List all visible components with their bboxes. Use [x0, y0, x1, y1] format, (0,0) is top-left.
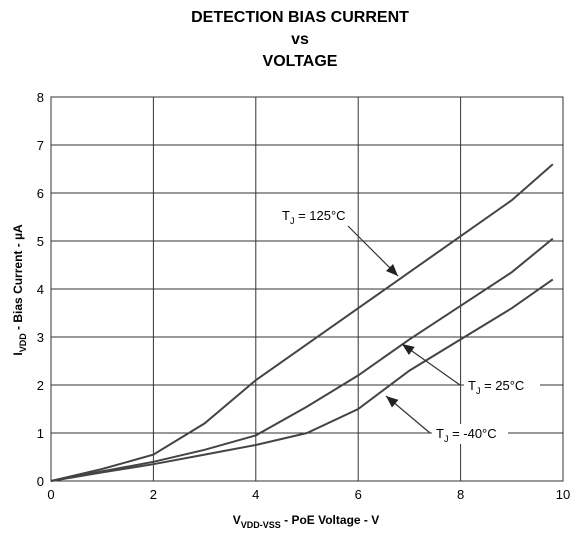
x-tick-label: 2	[150, 487, 157, 502]
y-tick-label: 3	[37, 330, 44, 345]
data-line	[50, 237, 554, 482]
y-tick-label: 2	[37, 378, 44, 393]
annotation-sub: J	[444, 434, 449, 444]
y-tick-label: 6	[37, 186, 44, 201]
y-tick-label: 7	[37, 138, 44, 153]
y-axis-label-sub: VDD	[18, 333, 28, 353]
y-axis-label-main: I	[11, 352, 25, 355]
plot-border	[50, 96, 564, 482]
annotation-main: T	[436, 426, 444, 441]
x-axis-label-rest: - PoE Voltage - V	[281, 513, 379, 527]
annotation-main: T	[282, 208, 290, 223]
x-tick-label: 0	[47, 487, 54, 502]
chart-title: VOLTAGE	[263, 53, 338, 70]
annotation-sub: J	[476, 386, 481, 396]
x-axis-label-main: V	[233, 513, 241, 527]
x-axis-label: VVDD-VSS - PoE Voltage - V	[233, 513, 380, 530]
y-tick-label: 8	[37, 90, 44, 105]
x-tick-label: 10	[556, 487, 570, 502]
chart-title: DETECTION BIAS CURRENT	[191, 9, 409, 26]
annotation: TJ = 125°C	[282, 208, 346, 226]
arrow-head	[402, 344, 415, 356]
annotation-rest: = -40°C	[448, 426, 496, 441]
arrow-head	[385, 263, 398, 276]
data-line	[50, 163, 554, 482]
y-tick-label: 5	[37, 234, 44, 249]
chart-title: vs	[291, 31, 309, 48]
y-tick-label: 0	[37, 474, 44, 489]
annotation-sub: J	[290, 216, 295, 226]
annotation-main: T	[468, 378, 476, 393]
x-tick-label: 6	[355, 487, 362, 502]
annotation: TJ = -40°C	[436, 426, 497, 444]
y-axis-label: IVDD - Bias Current - µA	[11, 224, 28, 356]
data-line	[50, 278, 554, 482]
y-tick-label: 4	[37, 282, 44, 297]
x-axis-label-sub: VDD-VSS	[241, 520, 281, 530]
annotation-rest: = 125°C	[294, 208, 345, 223]
x-tick-label: 8	[457, 487, 464, 502]
y-tick-label: 1	[37, 426, 44, 441]
arrow-head	[386, 396, 399, 408]
annotation-bg	[432, 424, 508, 444]
annotation-rest: = 25°C	[480, 378, 524, 393]
annotation-bg	[464, 376, 540, 396]
x-tick-label: 4	[252, 487, 259, 502]
y-axis-label-rest: - Bias Current - µA	[11, 224, 25, 333]
annotation: TJ = 25°C	[468, 378, 524, 396]
